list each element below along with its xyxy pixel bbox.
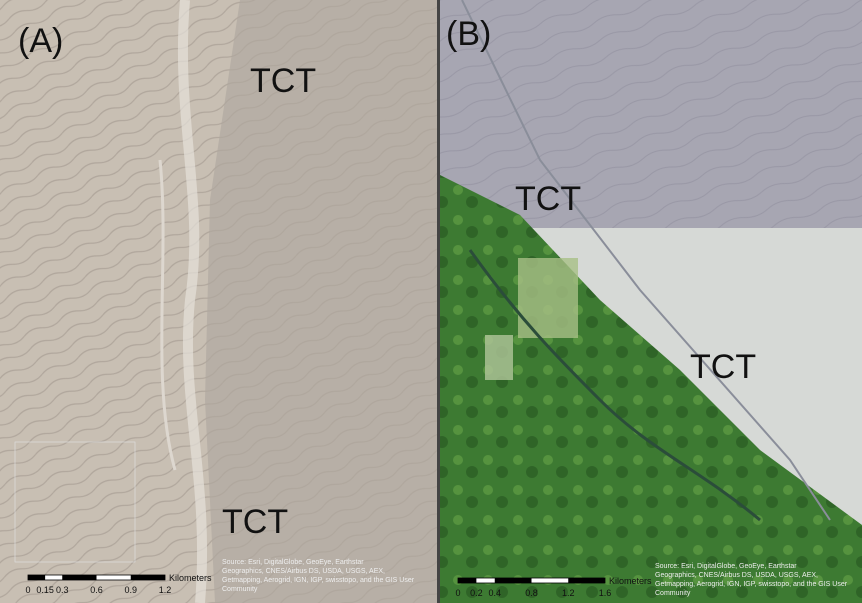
attribution: Source: Esri, DigitalGlobe, GeoEye, Eart… [222,559,364,566]
scale-unit: Kilometers [169,573,212,583]
attribution: Source: Esri, DigitalGlobe, GeoEye, Eart… [655,563,797,570]
panel-label: (B) [446,15,491,53]
attribution: Community [222,586,258,593]
annotation: TCT [222,503,288,541]
panel-b-image [440,0,862,603]
annotation: TCT [690,348,756,386]
attribution: Community [655,590,691,597]
scale-bar-segment [495,578,532,583]
attribution: Geographics, CNES/Airbus DS, USDA, USGS,… [222,568,385,575]
scale-tick-label: 0.3 [56,585,69,595]
annotation: TCT [515,180,581,218]
scale-tick-label: 0.8 [525,588,538,598]
scale-bar-segment [458,578,476,583]
scale-tick-label: 0.15 [36,585,54,595]
attribution: Geographics, CNES/Airbus DS, USDA, USGS,… [655,572,818,579]
scale-tick-label: 0.6 [90,585,103,595]
scale-tick-label: 0.4 [488,588,501,598]
scale-tick-label: 1.2 [562,588,575,598]
panel-label: (A) [18,22,63,60]
scale-tick-label: 0 [455,588,460,598]
annotation: TCT [250,62,316,100]
attribution: Getmapping, Aerogrid, IGN, IGP, swisstop… [655,581,848,588]
scale-bar-segment [131,575,165,580]
figure: (A)TCTTCT00.150.30.60.91.2KilometersSour… [0,0,862,603]
scale-bar-segment [28,575,45,580]
panel-a-image [0,0,437,603]
page: {"panels": [ {"label": "(A)", "annotatio… [0,0,862,603]
scale-tick-label: 1.2 [159,585,172,595]
scale-tick-label: 0.9 [124,585,137,595]
scale-tick-label: 1.6 [599,588,612,598]
scale-bar-segment [568,578,605,583]
scale-tick-label: 0.2 [470,588,483,598]
scale-unit: Kilometers [609,576,652,586]
attribution: Getmapping, Aerogrid, IGN, IGP, swisstop… [222,577,415,584]
scale-bar-segment [62,575,96,580]
scale-tick-label: 0 [25,585,30,595]
divider [437,0,440,603]
